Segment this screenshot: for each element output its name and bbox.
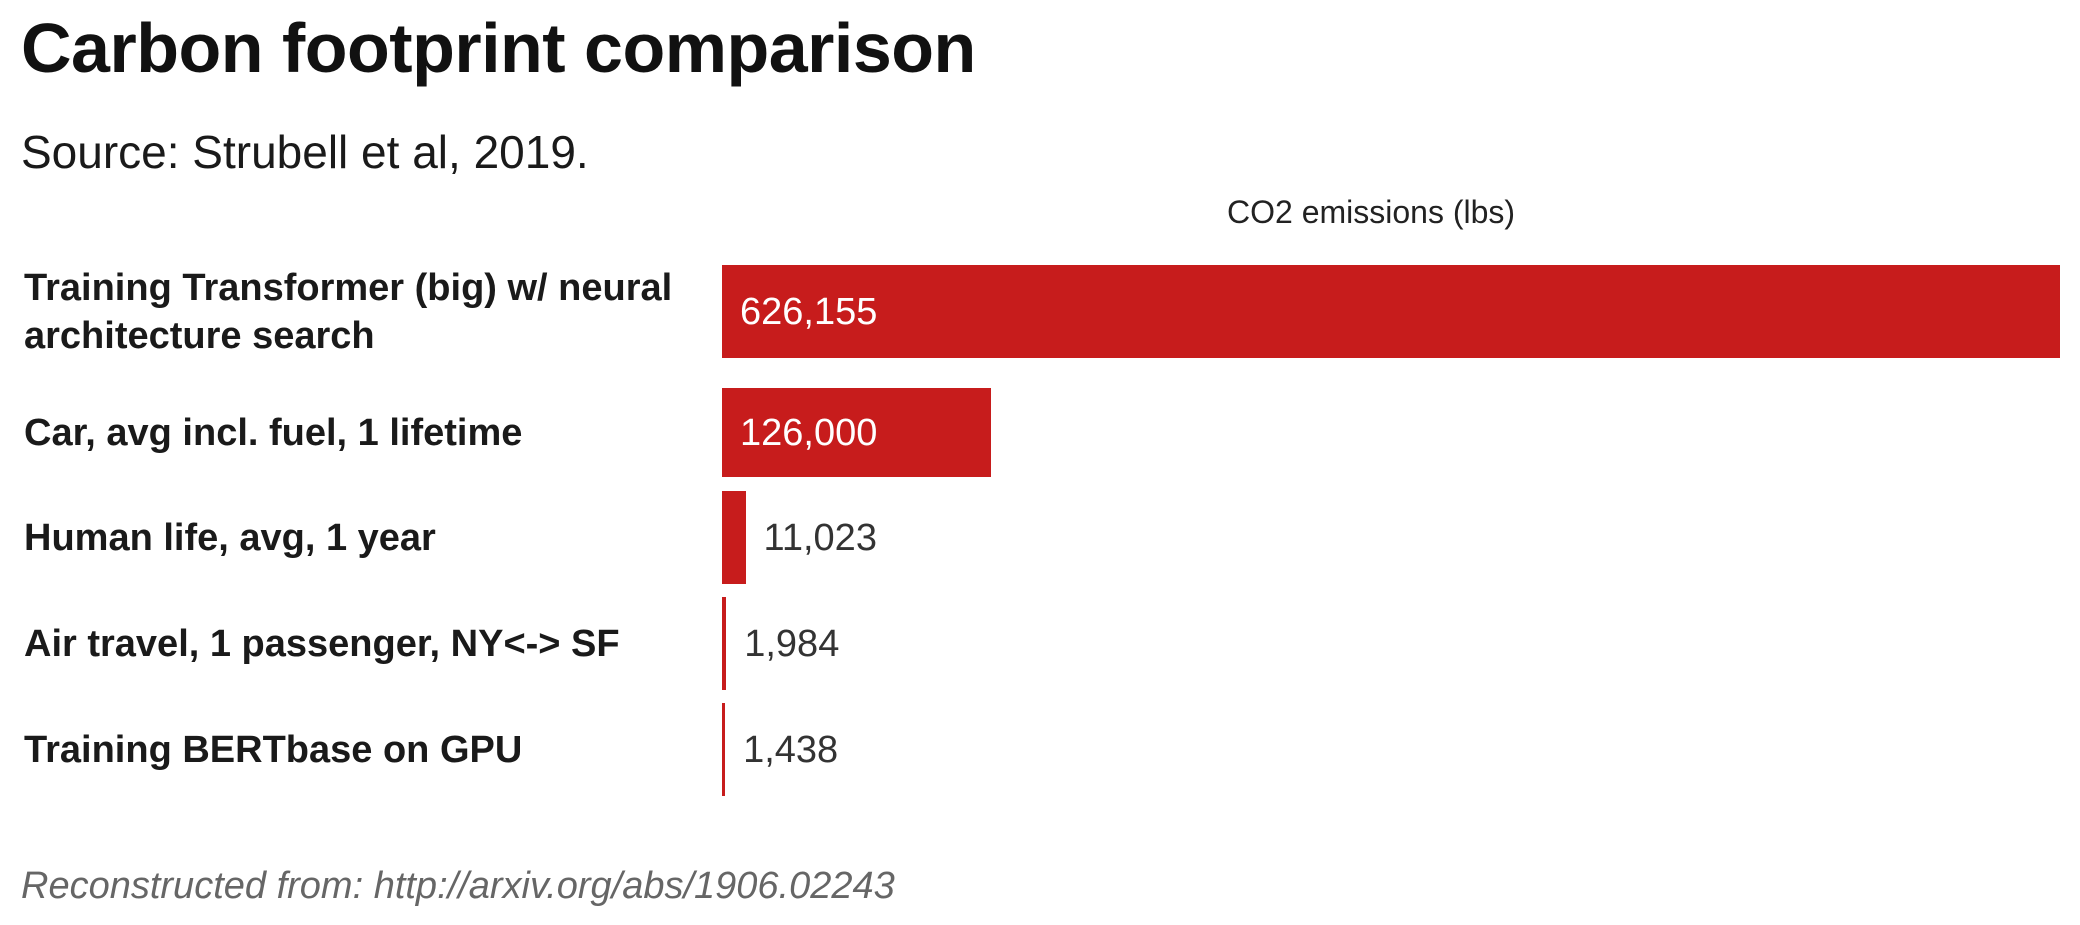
bar bbox=[722, 388, 992, 477]
x-axis-label: CO2 emissions (lbs) bbox=[1227, 194, 1516, 230]
category-label: Car, avg incl. fuel, 1 lifetime bbox=[24, 411, 523, 454]
category-label: Training Transformer (big) w/ neural arc… bbox=[24, 266, 673, 357]
data-label: 1,438 bbox=[743, 728, 839, 771]
category-label: Training BERTbase on GPU bbox=[24, 728, 523, 771]
chart-subtitle: Source: Strubell et al, 2019. bbox=[21, 126, 589, 178]
bar bbox=[722, 491, 746, 584]
chart-title: Carbon footprint comparison bbox=[21, 9, 976, 87]
bar bbox=[722, 703, 726, 796]
category-label: Air travel, 1 passenger, NY<-> SF bbox=[24, 622, 620, 665]
category-label: Human life, avg, 1 year bbox=[24, 516, 436, 559]
bar bbox=[722, 597, 727, 690]
source-footer: Reconstructed from: http://arxiv.org/abs… bbox=[21, 865, 895, 907]
data-label: 126,000 bbox=[740, 411, 878, 454]
data-label: 1,984 bbox=[744, 622, 840, 665]
bar bbox=[722, 265, 2060, 358]
data-label: 11,023 bbox=[763, 516, 877, 559]
data-label: 626,155 bbox=[740, 290, 878, 333]
